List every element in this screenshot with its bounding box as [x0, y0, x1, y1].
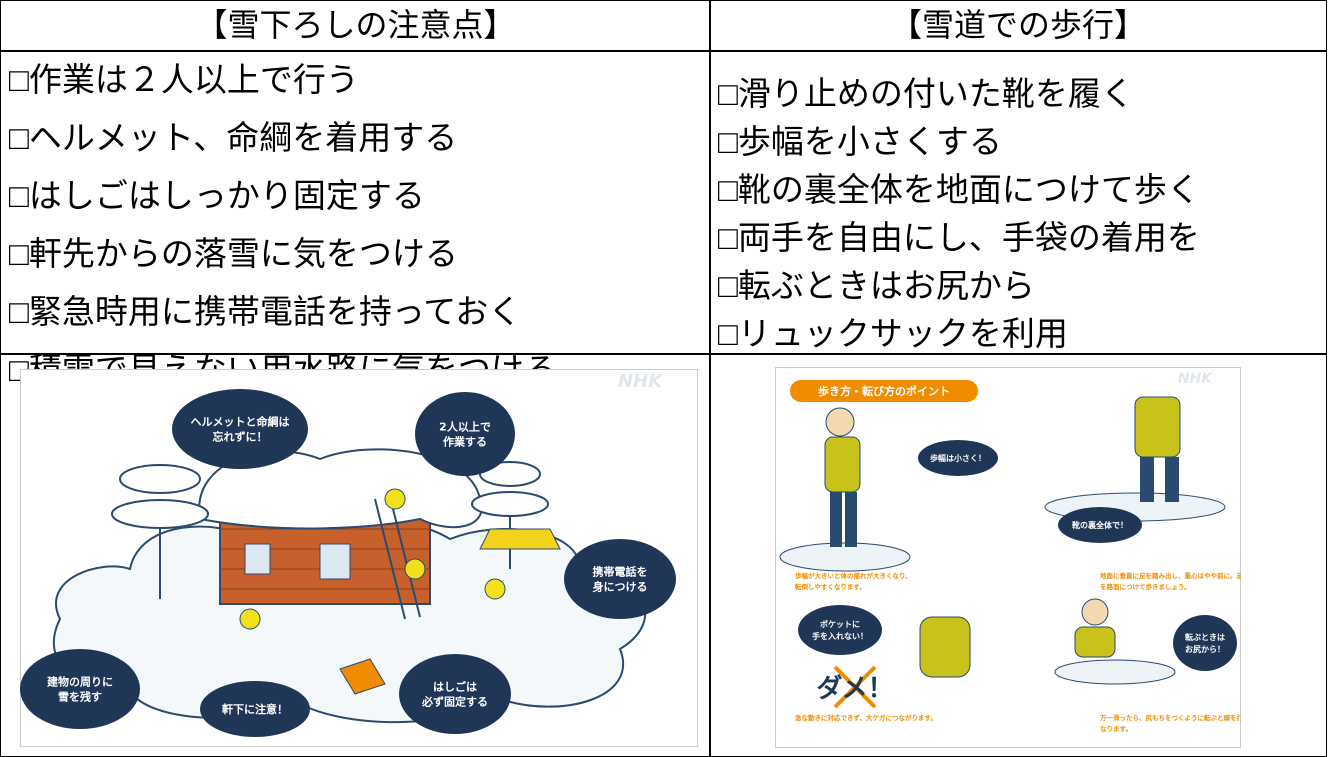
speech-bubble — [399, 654, 511, 734]
bubble-text: ポケットに — [820, 619, 860, 629]
checklist-item: □ヘルメット、命綱を着用する — [9, 121, 458, 157]
bubble-text: ヘルメットと命綱は — [191, 414, 290, 428]
bubble-text: 身につける — [593, 579, 648, 593]
checklist-item: □軒先からの落雪に気をつける — [9, 237, 458, 273]
bubble-text: 作業する — [443, 434, 487, 448]
speech-bubble — [1058, 507, 1142, 543]
illustration: 歩き方・転び方のポイント NHK 歩幅は小さく！ 靴の裏全体で！ ポケットに手を入れ… — [775, 367, 1241, 748]
window — [244, 543, 271, 575]
head — [1081, 598, 1109, 626]
checklist-item: □滑り止めの付いた靴を履く — [718, 77, 1134, 113]
checklist-item: □はしごはしっかり固定する — [9, 179, 425, 215]
caption: なります。 — [1100, 724, 1132, 733]
speech-bubble — [200, 681, 310, 737]
speech-bubble — [415, 392, 515, 476]
column-title: 【雪下ろしの注意点】 — [0, 0, 711, 52]
speech-bubble — [798, 605, 882, 655]
caption: 万一滑ったら、尻もちをつくように転ぶと頭を打ちにくく — [1099, 713, 1241, 722]
bubble-text: 転ぶときは — [1185, 632, 1225, 642]
checklist-item: □緊急時用に携帯電話を持っておく — [9, 295, 522, 331]
head — [825, 407, 855, 437]
checklist-item: □歩幅を小さくする — [718, 125, 1002, 161]
column-title: 【雪道での歩行】 — [709, 0, 1327, 52]
bubble-text: はしごは — [433, 679, 477, 693]
bubble-text: 忘れずに！ — [213, 429, 268, 443]
bubble-text: 2人以上で — [439, 419, 491, 433]
bubble-text: 靴の裏全体で！ — [1072, 520, 1128, 530]
checklist: □作業は２人以上で行う □ヘルメット、命綱を着用する □はしごはしっかり固定する □軒… — [0, 50, 711, 389]
caption: 地面に垂直に足を踏み出し、重心はやや前に。足の裏全体 — [1100, 571, 1241, 580]
checklist-item: □両手を自由にし、手袋の着用を — [718, 221, 1200, 257]
watermark: NHK — [1178, 371, 1213, 387]
checklist-item: □作業は２人以上で行う — [9, 63, 359, 99]
bubble-text: 手を入れない！ — [812, 631, 868, 641]
bubble-text: 建物の周りに — [47, 674, 113, 688]
shovel — [339, 658, 386, 695]
checklist: □滑り止めの付いた靴を履く □歩幅を小さくする □靴の裏全体を地面につけて歩く □両手… — [709, 50, 1327, 355]
speech-bubble — [20, 649, 140, 729]
caption: 転倒しやすくなります。 — [795, 582, 866, 591]
speech-bubble — [918, 440, 998, 476]
caption: を路面につけて歩きましょう。 — [1100, 582, 1191, 591]
checklist-item: □転ぶときはお尻から — [718, 269, 1035, 305]
tag — [790, 380, 978, 402]
bubble-text: 歩幅は小さく！ — [930, 453, 986, 463]
watermark: NHK — [618, 371, 664, 392]
speech-bubble — [172, 389, 308, 469]
checklist-item: □靴の裏全体を地面につけて歩く — [718, 173, 1200, 209]
bubble-text: 雪を残す — [58, 689, 102, 703]
speech-bubble — [564, 539, 676, 619]
tag-text: 歩き方・転び方のポイント — [818, 384, 950, 398]
image-cell: NHK ヘルメットと命綱は 忘れずに！ 2人以上で 作業する携帯電話を 身につける建物の… — [0, 353, 711, 757]
bubble-text: 軒下に注意！ — [222, 702, 288, 716]
bubble-text: お尻から！ — [1185, 645, 1225, 654]
checklist-item: □リュックサックを利用 — [718, 317, 1068, 353]
car — [479, 528, 561, 550]
window — [319, 543, 351, 580]
bubble-text: 必ず固定する — [421, 694, 488, 708]
caption: 歩幅が大きいと体の揺れが大きくなり、 — [795, 571, 912, 580]
warning-text: ダメ！ — [816, 673, 893, 704]
caption: 急な動きに対応できず、大ケガにつながります。 — [795, 713, 937, 722]
speech-bubble — [1173, 615, 1237, 671]
bubble-text: 携帯電話を — [593, 564, 648, 578]
image-cell: 歩き方・転び方のポイント NHK 歩幅は小さく！ 靴の裏全体で！ ポケットに手を入れ… — [709, 353, 1327, 757]
